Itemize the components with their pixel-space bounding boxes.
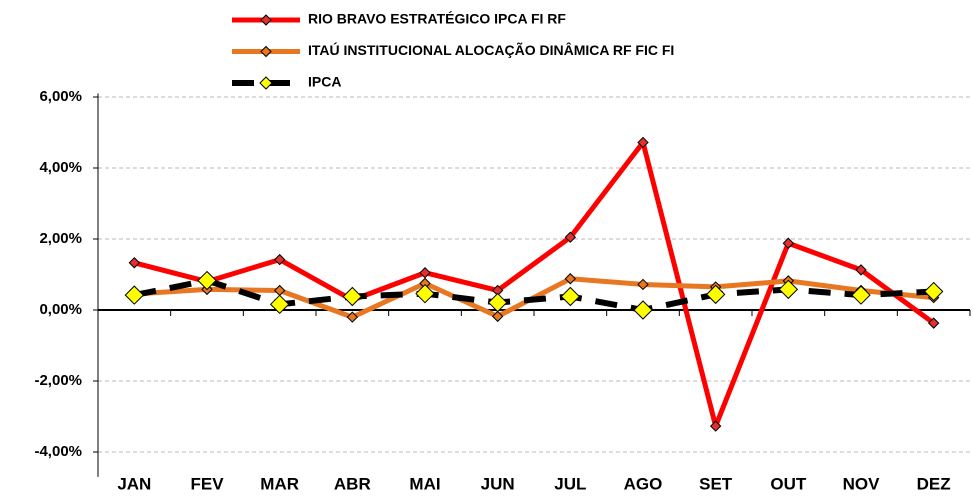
x-tick-label: AGO [624,474,663,493]
x-tick-label: JAN [117,474,151,493]
marker [487,292,508,313]
legend-label: RIO BRAVO ESTRATÉGICO IPCA FI RF [308,11,566,27]
marker [782,237,795,249]
marker [778,279,799,300]
y-tick-label: -4,00% [34,443,82,460]
x-tick-label: OUT [770,474,807,493]
x-tick-label: ABR [334,474,371,493]
x-tick-label: FEV [190,474,224,493]
x-tick-label: MAR [260,474,299,493]
marker [709,420,722,432]
legend-marker [259,76,273,90]
marker [637,136,649,149]
x-tick-label: SET [699,474,733,493]
y-tick-label: -2,00% [34,372,82,389]
y-tick-label: 0,00% [39,301,82,318]
marker [923,281,944,302]
marker [564,231,577,243]
x-tick-label: MAI [409,474,440,493]
legend-marker [260,45,272,58]
marker [342,286,363,307]
x-tick-label: JUL [554,474,586,493]
marker [346,311,359,323]
marker [851,285,871,305]
series-line [133,277,934,313]
marker [269,294,290,315]
marker [273,253,286,266]
marker [124,285,145,305]
marker [855,264,867,276]
marker [927,317,940,329]
marker [128,257,141,269]
legend-label: ITAÚ INSTITUCIONAL ALOCAÇÃO DINÂMICA RF … [308,41,674,58]
marker [637,278,649,291]
legend-marker [260,14,272,26]
marker [633,300,653,320]
x-tick-label: DEZ [917,474,951,493]
y-tick-label: 2,00% [39,230,82,247]
marker [197,270,217,291]
marker [705,284,726,305]
x-tick-label: NOV [843,474,881,493]
marker [560,286,581,307]
x-tick-label: JUN [481,474,515,493]
marker [564,273,577,285]
marker [491,310,504,323]
y-tick-label: 6,00% [39,88,82,105]
legend-label: IPCA [308,74,341,90]
series-line [133,139,936,429]
y-tick-label: 4,00% [39,159,82,176]
marker [415,283,435,304]
